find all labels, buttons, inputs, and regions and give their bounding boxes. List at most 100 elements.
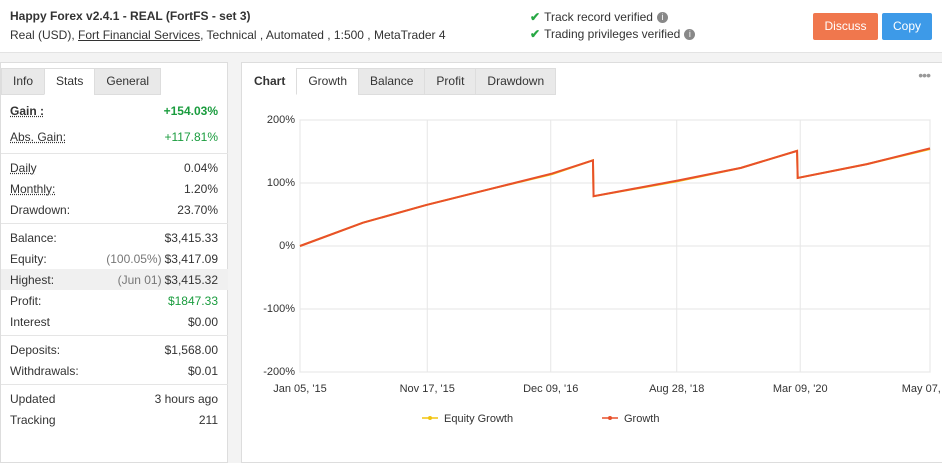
stats-row: Daily 0.04% [1,157,228,178]
info-icon[interactable]: i [684,28,696,40]
stat-label: Withdrawals: [10,363,79,378]
stat-label: Gain : [10,104,45,118]
details: , Technical , Automated , 1:500 , MetaTr… [200,28,446,42]
copy-button[interactable]: Copy [882,13,932,40]
stats-row: Withdrawals: $0.01 [1,360,228,381]
verification: ✔ Track record verified i [530,10,668,24]
stats-tabs: Info Stats General [1,68,162,95]
tab[interactable]: Drawdown [475,68,557,95]
stat-value: $3,415.32 [164,272,218,287]
stat-label: Monthly: [10,181,56,196]
stats-row: Updated 3 hours ago [1,388,228,409]
stat-label: Tracking [10,412,56,427]
stat-value-group: 3 hours ago [155,392,218,406]
tab[interactable]: Stats [44,68,96,95]
stats-panel: Info Stats General Gain : +154.03% Abs. Gain… [0,62,228,463]
stats-row: Gain : +154.03% [1,98,228,124]
stat-note: (100.05%) [106,251,162,266]
stats-group: Gain : +154.03% Abs. Gain: +117.81% [1,95,228,154]
stat-label: Interest [10,314,51,329]
stat-value: 211 [198,412,218,427]
x-tick-label: Nov 17, '15 [400,383,455,395]
account: Real (USD), [10,28,75,42]
x-tick-label: Jan 05, '15 [273,383,326,395]
x-tick-label: Aug 28, '18 [649,383,704,395]
stat-value: $3,415.33 [164,230,218,245]
stat-value: 23.70% [177,202,218,217]
stat-value-group: 211 [199,413,218,427]
stat-label: Equity: [10,251,47,266]
stat-value: 1.20% [183,181,218,196]
verification: ✔ Trading privileges verified i [530,27,696,41]
line-series [299,147,931,247]
tab[interactable]: General [94,68,162,95]
stat-value: 0.04% [183,160,218,175]
stat-value: +154.03% [163,104,218,118]
stat-value-group: 0.04% [184,161,218,175]
legend-marker [428,416,432,420]
stats-row: Tracking 211 [1,409,228,430]
stat-value-group: $1847.33 [168,294,218,308]
stat-value-group: $0.01 [188,364,218,378]
stat-label: Highest: [10,272,55,287]
stats-group: Deposits: $1,568.00 Withdrawals: $0.01 [1,336,228,385]
stats-row: Profit: $1847.33 [1,290,228,311]
y-tick-label: 0% [279,240,295,252]
legend-marker [608,416,612,420]
stats-rows: Gain : +154.03% Abs. Gain: +117.81% Daily 0.0… [1,95,228,433]
discuss-button[interactable]: Discuss [813,13,878,40]
stat-value: $1,568.00 [164,342,218,357]
menu-dots[interactable]: ••• [918,67,931,83]
stat-value: $0.00 [187,314,218,329]
y-tick-label: 200% [267,114,295,126]
stat-value-group: +154.03% [164,104,218,118]
verification-text: Trading privileges verified [544,27,681,41]
stat-value-group: 1.20% [184,182,218,196]
stats-row: Abs. Gain: +117.81% [1,124,228,150]
stats-row: Equity: (100.05%) $3,417.09 [1,248,228,269]
tab[interactable]: Info [1,68,46,95]
stats-row: Monthly: 1.20% [1,178,228,199]
info-icon[interactable]: i [656,11,668,23]
stats-row: Highest: (Jun 01) $3,415.32 [1,269,228,290]
stats-group: Updated 3 hours ago Tracking 211 [1,385,228,433]
stat-label: Profit: [10,293,42,308]
stat-value-group: $3,415.33 [165,231,218,245]
stat-label: Updated [10,391,56,406]
broker-link[interactable]: Fort Financial Services [78,28,201,42]
stat-label: Balance: [10,230,57,245]
x-tick-label: Mar 09, '20 [773,383,828,395]
stat-label: Daily [10,160,37,175]
stat-value: $0.01 [187,363,218,378]
stats-row: Balance: $3,415.33 [1,227,228,248]
chart-tabs: Chart Growth Balance Profit Drawdown [242,68,557,95]
stat-value-group: $0.00 [188,315,218,329]
tab[interactable]: Growth [296,68,360,95]
stat-label: Deposits: [10,342,61,357]
y-tick-label: 100% [267,177,295,189]
y-tick-label: -100% [263,303,295,315]
stat-note: (Jun 01) [117,272,162,287]
chart-panel: Chart Growth Balance Profit Drawdown ••• -20… [241,62,942,463]
stats-group: Daily 0.04% Monthly: 1.20% Drawdown: 23.70% [1,154,228,224]
tab[interactable]: Chart [242,68,298,95]
y-tick-label: -200% [263,366,295,378]
stat-value: +117.81% [164,130,219,144]
x-tick-label: May 07, '21 [902,383,942,395]
legend-label: Growth [624,413,659,425]
stats-row: Deposits: $1,568.00 [1,339,228,360]
account-info: Real (USD), Fort Financial Services, Tec… [10,28,446,42]
stat-value-group: (Jun 01) $3,415.32 [118,273,218,287]
stat-value: 3 hours ago [154,391,218,406]
stats-group: Balance: $3,415.33 Equity: (100.05%) $3,417.… [1,224,228,336]
chart: -200% -100% 0% 100% 200% Jan 05, '15 Nov 17, '… [263,114,942,425]
x-tick-label: Dec 09, '16 [523,383,578,395]
stat-label: Abs. Gain: [10,130,67,144]
stat-value: $3,417.09 [164,251,218,266]
tab[interactable]: Balance [358,68,426,95]
stat-value-group: $1,568.00 [165,343,218,357]
stat-value: $1847.33 [167,293,218,308]
stat-value-group: 23.70% [177,203,218,217]
